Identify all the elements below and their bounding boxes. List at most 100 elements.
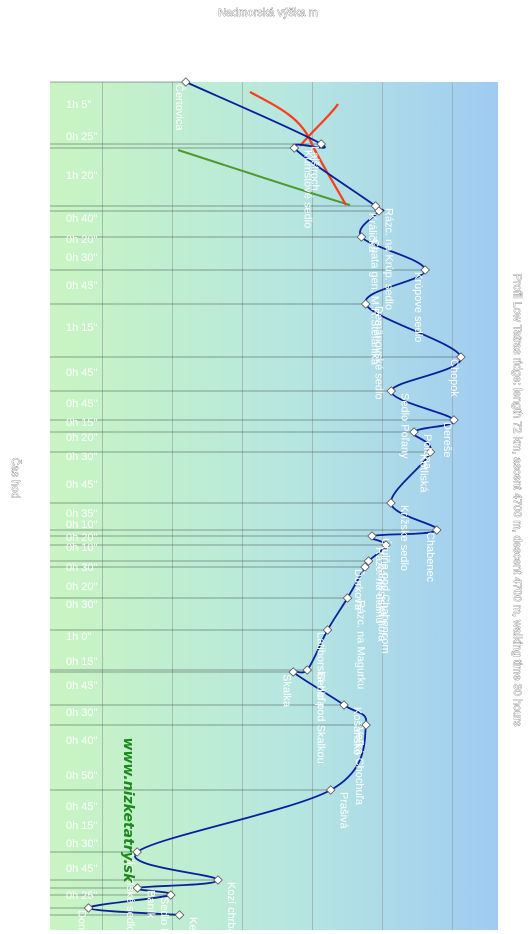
waypoint-marker	[360, 562, 370, 572]
waypoint-label: Čertovica	[173, 84, 186, 131]
segment-time-label: 0h 40"	[66, 735, 98, 747]
waypoint-marker	[322, 625, 333, 635]
waypoint-label: Chabenec	[424, 532, 436, 583]
segment-time-label: 0h 30"	[66, 252, 98, 264]
waypoint-marker	[180, 77, 191, 87]
red-route-line	[249, 91, 347, 206]
waypoint-label: Dereše	[441, 422, 453, 457]
waypoint-marker	[381, 540, 391, 550]
waypoint-marker	[431, 525, 442, 535]
segment-time-label: 0h 20"	[66, 532, 98, 544]
waypoint-label: Rázc. na Krúp. sedlo	[383, 208, 395, 310]
waypoint-marker	[420, 265, 431, 275]
green-route-line	[177, 149, 351, 206]
segment-time-label: 0h 25"	[66, 131, 98, 143]
waypoint-marker	[339, 700, 349, 710]
waypoint-label: Útulňa pod Chabencom	[379, 538, 392, 654]
waypoint-label: Lajštroch	[308, 146, 320, 191]
segment-time-label: 1h 15"	[66, 322, 98, 334]
waypoint-label: Donovaly	[76, 910, 88, 934]
waypoint-label: Chata gen. M.R.Štefánika	[369, 239, 382, 366]
waypoint-label: Ďurková	[352, 569, 365, 611]
waypoint-marker	[386, 386, 397, 396]
plot-area	[50, 82, 498, 930]
segment-time-label: 1h 20"	[66, 170, 98, 182]
segment-time-label: 0h 30"	[66, 707, 98, 719]
waypoint-marker	[83, 903, 94, 913]
waypoint-label: Sedlo pod Skalkou	[314, 672, 326, 764]
waypoint-label: Košarisko	[351, 707, 363, 755]
waypoint-marker	[356, 232, 367, 242]
segment-time-label: 0h 45"	[66, 367, 98, 379]
segment-time-label: 0h 45"	[66, 863, 98, 875]
waypoint-label: Králička	[366, 213, 378, 253]
segment-time-label: 0h 30"	[66, 599, 98, 611]
y-axis-title: Nadmorská výška m	[218, 7, 318, 19]
waypoint-label: Kečka	[187, 917, 199, 934]
brand-url: www.nizketatry.sk	[120, 738, 136, 885]
segment-time-label: 0h 30"	[66, 451, 98, 463]
segment-time-label: 0h 45"	[66, 280, 98, 292]
waypoint-label: Zámostská hoľa	[376, 563, 388, 642]
waypoint-label: Kozí chrbát	[225, 882, 237, 934]
segment-time-label: 0h 15"	[66, 656, 98, 668]
waypoint-label: Krúpove sedlo	[412, 272, 424, 342]
waypoint-marker	[213, 875, 223, 885]
waypoint-label: Sedlo Poľany	[398, 393, 410, 459]
waypoint-marker	[132, 847, 142, 857]
segment-time-label: 0h 45"	[66, 398, 98, 410]
segment-time-label: 0h 10"	[66, 542, 98, 554]
waypoint-marker	[449, 415, 459, 425]
waypoint-label: Sedlo Hadliarka	[158, 897, 170, 934]
segment-time-label: 0h 20"	[66, 581, 98, 593]
waypoint-marker	[174, 910, 185, 920]
segment-time-label: 0h 50"	[66, 770, 98, 782]
segment-time-label: 0h 30"	[66, 838, 98, 850]
segment-time-label: 0h 25"	[66, 890, 98, 902]
segment-time-label: 0h 20"	[66, 432, 98, 444]
waypoint-marker	[386, 498, 396, 508]
elevation-grid	[102, 82, 453, 930]
segment-time-label: 0h 15"	[66, 417, 98, 429]
waypoint-marker	[132, 883, 143, 893]
segment-time-label: 0h 45"	[66, 801, 98, 813]
waypoint-label: Kumštové sedlo	[301, 150, 313, 228]
waypoint-label: Skalka	[280, 674, 292, 708]
waypoint-marker	[409, 427, 419, 437]
waypoint-marker	[425, 447, 436, 457]
waypoint-label: Krížske sedlo	[398, 505, 410, 571]
waypoint-marker	[302, 665, 313, 675]
waypoint-marker	[361, 720, 371, 730]
waypoint-label: Veľká Chochuľa	[353, 727, 365, 806]
waypoint-marker	[325, 785, 336, 795]
waypoint-label: Poľana	[421, 434, 433, 470]
waypoint-marker	[360, 299, 371, 309]
waypoint-label: Chopok	[448, 359, 460, 397]
segment-time-label: 0h 15"	[66, 820, 98, 832]
segment-time-label: 0h 45"	[66, 680, 98, 692]
segment-time-label: 0h 40"	[66, 213, 98, 225]
waypoint-marker	[165, 890, 176, 900]
segment-lines	[50, 81, 461, 916]
waypoint-marker	[367, 531, 377, 541]
waypoint-label: Baník	[145, 890, 157, 919]
waypoint-label: Demänovské sedlo	[373, 306, 385, 400]
segment-time-labels: 1h 5" 0h 25" 1h 20" 0h 40" 0h 20" 0h 30" 0h 45…	[66, 99, 98, 902]
waypoint-marker	[456, 352, 466, 362]
waypoint-label: Kotliská	[417, 454, 429, 493]
waypoint-marker	[316, 139, 327, 149]
waypoint-marker	[363, 556, 374, 566]
waypoint-label: Latiborská hoľa	[315, 632, 327, 708]
segment-time-label: 1h 5"	[66, 99, 91, 111]
segment-time-label: 0h 20"	[66, 234, 98, 246]
segment-time-label: 0h 35"	[66, 508, 98, 520]
waypoint-markers	[83, 77, 466, 920]
segment-time-label: 0h 45"	[66, 479, 98, 491]
waypoint-label: Prašivá	[338, 792, 350, 830]
chart-title: Profil Low Tatras ridge: length 72 km, a…	[511, 274, 523, 727]
x-axis-title: Čas hod	[9, 458, 22, 499]
segment-time-label: 0h 30"	[66, 562, 98, 574]
waypoint-marker	[374, 206, 384, 216]
